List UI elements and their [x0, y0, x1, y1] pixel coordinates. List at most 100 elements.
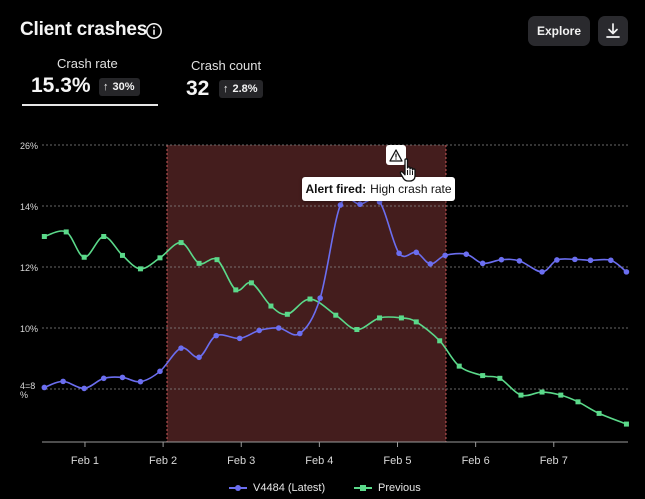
data-point-previous [623, 421, 629, 427]
data-point-previous [437, 338, 443, 344]
y-tick-label: 4=8% [20, 381, 35, 400]
data-point-latest [608, 257, 614, 264]
data-point-latest [100, 375, 107, 382]
download-icon [606, 23, 620, 38]
legend-item-latest[interactable]: V4484 (Latest) [229, 482, 325, 494]
tooltip-label: Alert fired: [305, 182, 367, 196]
data-point-previous [354, 327, 360, 333]
data-point-latest [463, 251, 470, 257]
legend-swatch [354, 483, 372, 493]
data-point-latest [587, 257, 594, 264]
data-point-previous [575, 399, 581, 405]
data-point-latest [554, 257, 560, 263]
arrow-up-icon: ↑ [223, 83, 229, 95]
data-point-previous [101, 234, 107, 239]
data-point-latest [337, 202, 344, 208]
delta-badge: ↑ 2.8% [219, 80, 263, 98]
data-point-latest [157, 368, 163, 375]
x-tick-label: Feb 5 [383, 455, 411, 467]
x-tick-label: Feb 3 [227, 455, 255, 467]
data-point-previous [63, 229, 69, 235]
x-tick-label: Feb 6 [462, 455, 490, 467]
data-point-latest [213, 332, 220, 339]
data-point-previous [456, 363, 462, 369]
data-point-latest [479, 260, 486, 267]
data-point-previous [284, 311, 290, 317]
data-point-previous [539, 389, 545, 395]
data-point-latest [623, 269, 630, 275]
y-tick-label: 14% [20, 202, 38, 212]
data-point-previous [233, 287, 239, 293]
data-point-previous [268, 303, 274, 309]
data-point-latest [396, 250, 402, 257]
data-point-previous [214, 257, 220, 263]
chart-title: Client crashes [20, 19, 148, 40]
arrow-up-icon: ↑ [103, 81, 109, 93]
data-point-previous [413, 319, 419, 325]
alert-marker[interactable] [386, 145, 406, 165]
info-icon[interactable] [145, 22, 163, 40]
hand-pointer-icon [399, 158, 416, 182]
metric-value: 32 [186, 77, 210, 100]
data-point-previous [196, 260, 202, 266]
data-point-latest [297, 330, 303, 337]
x-tick-label: Feb 4 [305, 455, 333, 467]
data-point-latest [539, 269, 545, 275]
data-point-previous [558, 392, 564, 398]
warning-icon [389, 148, 403, 162]
data-point-latest [137, 378, 144, 385]
metric-value: 15.3% [31, 74, 91, 97]
data-point-previous [518, 392, 524, 398]
data-point-previous [119, 252, 125, 258]
data-point-latest [413, 249, 420, 256]
data-point-previous [497, 375, 503, 381]
x-tick-label: Feb 2 [149, 455, 177, 467]
data-point-previous [377, 315, 383, 321]
data-point-previous [137, 266, 143, 272]
data-point-previous [157, 255, 163, 261]
data-point-latest [236, 335, 243, 342]
data-point-latest [427, 261, 434, 267]
delta-value: 2.8% [232, 83, 258, 95]
data-point-previous [41, 234, 47, 239]
tooltip-text: High crash rate [370, 182, 452, 196]
data-point-latest [119, 374, 126, 381]
y-tick-label: 10% [20, 324, 38, 334]
data-point-latest [516, 258, 523, 264]
data-point-latest [81, 385, 87, 392]
data-point-latest [357, 201, 363, 208]
legend-item-previous[interactable]: Previous [354, 482, 421, 494]
data-point-previous [333, 312, 339, 318]
delta-badge: ↑ 30% [99, 78, 140, 96]
x-tick-label: Feb 1 [71, 455, 99, 467]
data-point-previous [81, 254, 87, 260]
data-point-latest [41, 384, 48, 391]
data-point-previous [248, 280, 254, 286]
data-point-previous [596, 410, 602, 416]
data-point-previous [178, 240, 184, 246]
download-button[interactable] [598, 16, 628, 46]
y-tick-label: 12% [20, 263, 38, 273]
data-point-latest [178, 345, 184, 351]
data-point-latest [60, 378, 66, 385]
data-point-previous [398, 315, 404, 321]
explore-button[interactable]: Explore [528, 16, 590, 46]
alert-tooltip: Alert fired: High crash rate [302, 177, 455, 201]
selected-tab-indicator [22, 104, 158, 106]
data-point-latest [317, 295, 323, 301]
data-point-latest [572, 256, 578, 263]
legend-swatch [229, 483, 247, 493]
data-point-latest [196, 354, 202, 361]
data-point-previous [480, 373, 486, 379]
data-point-latest [442, 252, 448, 259]
legend-label: V4484 (Latest) [253, 482, 326, 494]
legend-label: Previous [378, 482, 421, 494]
metric-label: Crash rate [57, 56, 118, 71]
data-point-latest [256, 327, 263, 334]
metric-label: Crash count [191, 58, 262, 73]
data-point-previous [307, 296, 313, 302]
x-tick-label: Feb 7 [540, 455, 568, 467]
delta-value: 30% [112, 81, 135, 93]
data-point-latest [275, 325, 282, 331]
